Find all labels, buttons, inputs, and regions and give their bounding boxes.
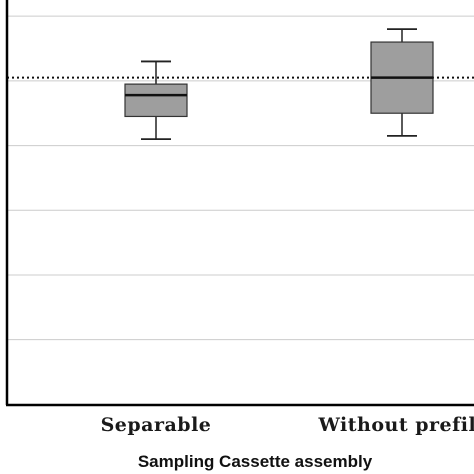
x-axis-title: Sampling Cassette assembly	[138, 452, 373, 471]
box-without-prefilt	[370, 28, 434, 137]
box-separable	[124, 60, 188, 140]
boxes	[124, 28, 434, 140]
iqr-box	[124, 83, 188, 118]
x-tick-label-separable: Separable	[101, 414, 212, 436]
x-tick-label-without-prefilt: Without prefilt	[318, 414, 474, 436]
gridlines	[7, 15, 474, 341]
